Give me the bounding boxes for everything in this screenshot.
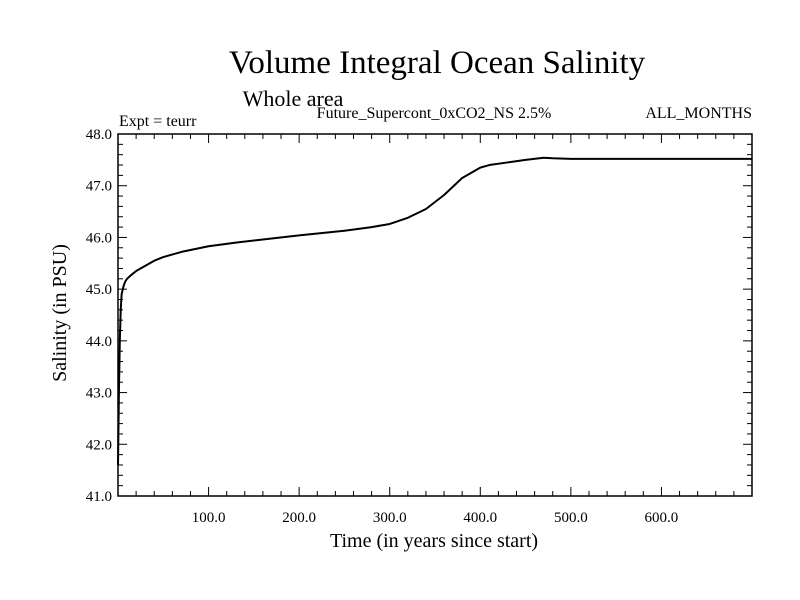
y-tick-label: 45.0 <box>86 282 112 298</box>
y-tick-label: 46.0 <box>86 230 112 246</box>
months-label: ALL_MONTHS <box>645 105 752 122</box>
x-tick-label: 300.0 <box>373 510 407 526</box>
y-tick-label: 42.0 <box>86 437 112 453</box>
x-tick-label: 400.0 <box>463 510 497 526</box>
y-axis-label: Salinity (in PSU) <box>49 244 71 382</box>
x-tick-label: 500.0 <box>554 510 588 526</box>
x-tick-label: 100.0 <box>192 510 226 526</box>
x-axis-label: Time (in years since start) <box>330 530 538 552</box>
salinity-series-line <box>117 156 752 465</box>
experiment-label: Expt = teurr <box>119 113 197 130</box>
chart-subtitle: Whole area <box>243 86 344 111</box>
y-tick-label: 48.0 <box>86 127 112 143</box>
y-tick-label: 41.0 <box>86 489 112 505</box>
x-tick-label: 200.0 <box>282 510 316 526</box>
y-tick-label: 44.0 <box>86 334 112 350</box>
series-layer <box>117 156 752 465</box>
plot-frame <box>117 133 753 497</box>
y-tick-label: 43.0 <box>86 386 112 402</box>
chart-title: Volume Integral Ocean Salinity <box>229 45 646 81</box>
x-tick-label: 600.0 <box>645 510 679 526</box>
axes: 100.0 200.0 300.0 400.0 500.0 600.0 41.0 42.0 43… <box>86 127 753 526</box>
run-label: Future_Supercont_0xCO2_NS 2.5% <box>317 105 552 122</box>
y-tick-label: 47.0 <box>86 179 112 195</box>
